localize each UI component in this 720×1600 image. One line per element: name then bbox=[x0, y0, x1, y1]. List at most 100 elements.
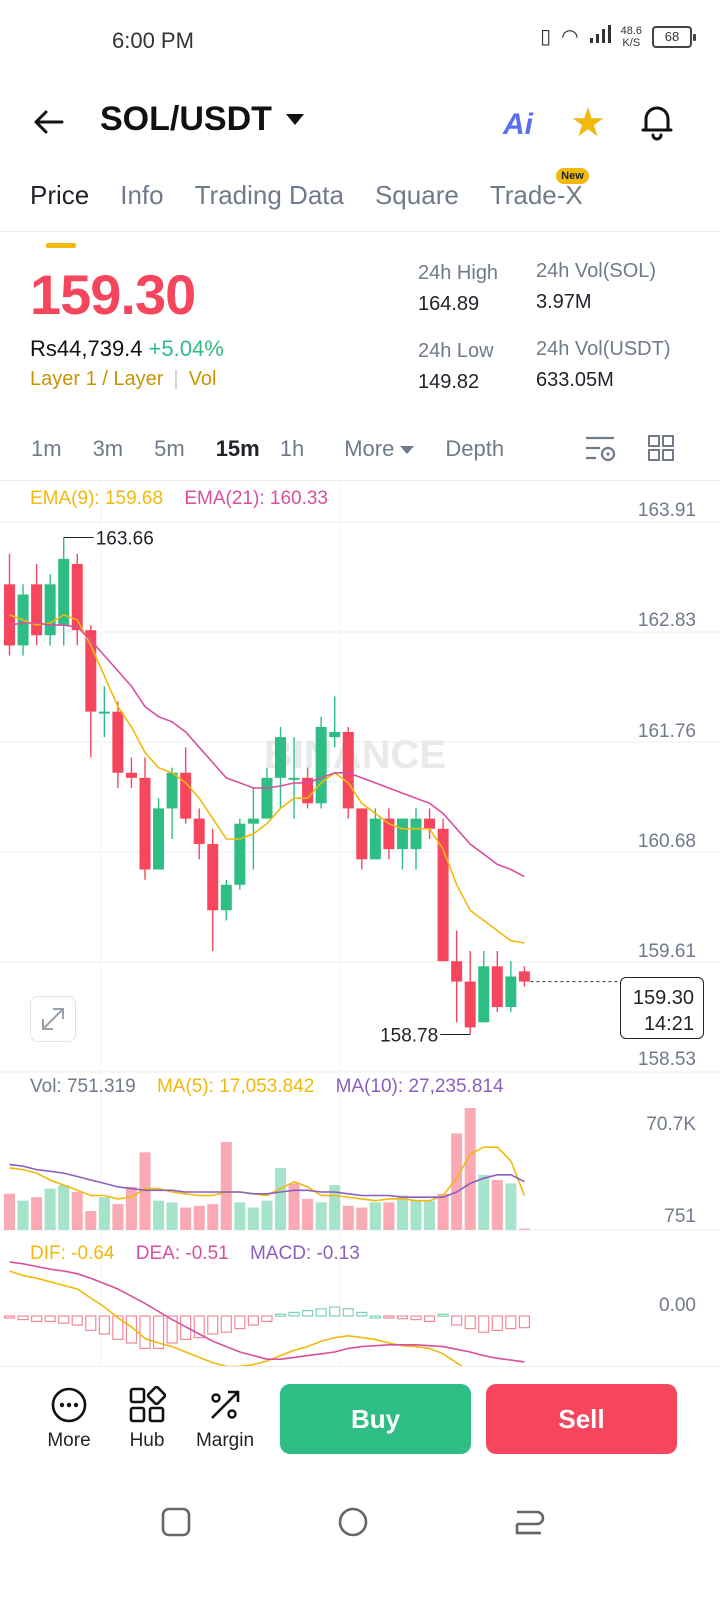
candle-body bbox=[329, 732, 341, 738]
volume-bar bbox=[112, 1204, 124, 1230]
tab-trading-data[interactable]: Trading Data bbox=[194, 180, 344, 210]
tag-line: Layer 1 / Layer | Vol bbox=[30, 368, 217, 390]
interval-1h[interactable]: 1h bbox=[279, 436, 305, 461]
bell-icon[interactable] bbox=[636, 100, 678, 142]
more-action[interactable]: More bbox=[34, 1386, 104, 1452]
candle-body bbox=[207, 844, 219, 911]
macd-histogram-bar bbox=[193, 1315, 205, 1339]
candle-body bbox=[234, 823, 246, 885]
candle-body bbox=[112, 711, 124, 773]
macd-histogram-bar bbox=[274, 1313, 287, 1317]
volume-bar bbox=[31, 1197, 43, 1230]
pair-title: SOL/USDT bbox=[100, 100, 272, 138]
volume-bar bbox=[356, 1207, 368, 1230]
interval-5m[interactable]: 5m bbox=[154, 436, 185, 461]
ma5-label: MA(5): 17,053.842 bbox=[156, 1076, 315, 1097]
macd-legend: DIF: -0.64 DEA: -0.51 MACD: -0.13 bbox=[30, 1243, 360, 1265]
nav-back-icon[interactable] bbox=[511, 1504, 547, 1540]
vol-base-value: 3.97M bbox=[536, 291, 592, 313]
candle-body bbox=[180, 772, 192, 819]
macd-histogram-bar bbox=[356, 1311, 368, 1317]
hub-action[interactable]: Hub bbox=[112, 1385, 182, 1452]
status-time: 6:00 PM bbox=[112, 28, 194, 53]
volume-axis-tick: 751 bbox=[664, 1206, 696, 1227]
high-value: 164.89 bbox=[418, 293, 480, 315]
interval-1m[interactable]: 1m bbox=[31, 436, 62, 461]
interval-more[interactable]: More bbox=[304, 436, 415, 462]
interval-15m[interactable]: 15m bbox=[215, 436, 260, 461]
candle-body bbox=[342, 732, 354, 809]
more-label: More bbox=[47, 1430, 91, 1451]
macd-histogram-bar bbox=[112, 1315, 124, 1340]
macd-histogram-bar bbox=[451, 1315, 463, 1326]
tab-trade-x[interactable]: Trade-X New bbox=[490, 168, 589, 211]
price-change: +5.04% bbox=[148, 336, 224, 361]
macd-histogram-bar bbox=[71, 1315, 83, 1326]
layout-grid-icon[interactable] bbox=[647, 434, 675, 468]
margin-action[interactable]: Margin bbox=[190, 1386, 260, 1452]
macd-histogram-bar bbox=[247, 1315, 259, 1326]
caret-down-icon bbox=[400, 446, 415, 455]
fiat-price-row: Rs44,739.4 +5.04% bbox=[30, 336, 224, 362]
tab-square[interactable]: Square bbox=[374, 180, 459, 210]
favorite-star-icon[interactable]: ★ bbox=[570, 101, 606, 145]
volume-bar bbox=[71, 1192, 83, 1230]
macd-histogram-bar bbox=[505, 1315, 517, 1330]
price-chart[interactable]: BINANCE 163.66 158.78 bbox=[0, 478, 720, 1366]
interval-divider bbox=[0, 480, 720, 481]
macd-histogram-bar bbox=[518, 1315, 531, 1329]
price-axis-tick: 160.68 bbox=[637, 831, 696, 852]
fiat-price: Rs44,739.4 bbox=[30, 336, 143, 361]
fullscreen-expand-icon[interactable] bbox=[30, 996, 76, 1042]
candle-body bbox=[383, 818, 395, 850]
volume-bar bbox=[329, 1185, 341, 1230]
tag-layer[interactable]: Layer 1 / Layer bbox=[30, 368, 164, 390]
depth-tab[interactable]: Depth bbox=[445, 436, 505, 461]
tag-vol[interactable]: Vol bbox=[188, 368, 217, 390]
macd-histogram-bar bbox=[315, 1308, 327, 1317]
indicator-settings-icon[interactable] bbox=[584, 434, 616, 470]
nav-recents-icon[interactable] bbox=[158, 1504, 194, 1540]
volume-bar bbox=[491, 1179, 503, 1230]
candle-body bbox=[71, 563, 83, 631]
dif-line bbox=[9, 1270, 463, 1366]
more-dots-icon bbox=[50, 1386, 88, 1424]
macd-histogram-bar bbox=[152, 1315, 165, 1350]
new-badge: New bbox=[556, 168, 589, 184]
volume-bar bbox=[383, 1202, 395, 1230]
vol-quote-value: 633.05M bbox=[536, 369, 614, 391]
volume-bar bbox=[410, 1200, 422, 1230]
candle-body bbox=[193, 818, 205, 845]
ai-icon[interactable]: Ai bbox=[503, 108, 533, 141]
volume-bar bbox=[58, 1185, 70, 1230]
candle-body bbox=[491, 966, 503, 1008]
nav-home-icon[interactable] bbox=[335, 1504, 371, 1540]
volume-bar bbox=[437, 1193, 449, 1230]
volume-bar bbox=[125, 1186, 137, 1230]
interval-3m[interactable]: 3m bbox=[92, 436, 124, 461]
volume-bar bbox=[275, 1167, 286, 1230]
pair-selector[interactable]: SOL/USDT bbox=[100, 100, 304, 139]
macd-histogram-bar bbox=[437, 1313, 449, 1317]
candle-body bbox=[85, 630, 97, 712]
sell-button[interactable]: Sell bbox=[486, 1384, 677, 1454]
volume-bar bbox=[451, 1133, 463, 1230]
macd-histogram-bar bbox=[302, 1309, 314, 1317]
macd-histogram-bar bbox=[383, 1315, 395, 1319]
candle-body bbox=[288, 777, 300, 780]
candle-body bbox=[410, 818, 422, 850]
candle-body bbox=[315, 726, 327, 804]
low-value: 149.82 bbox=[418, 371, 480, 393]
buy-button[interactable]: Buy bbox=[280, 1384, 471, 1454]
tab-price[interactable]: Price bbox=[30, 180, 90, 248]
volume-bar bbox=[464, 1108, 476, 1230]
candle-body bbox=[31, 584, 43, 636]
candle-body bbox=[44, 584, 56, 636]
status-icons: ▯ ◠ 48.6 K/S 68 bbox=[540, 24, 696, 49]
macd-histogram-bar bbox=[410, 1315, 422, 1321]
back-arrow-icon[interactable] bbox=[30, 104, 66, 140]
volume-bar bbox=[85, 1211, 97, 1230]
vol-base-label: 24h Vol(SOL) bbox=[536, 260, 657, 282]
candle-body bbox=[478, 966, 490, 1023]
tab-info[interactable]: Info bbox=[120, 180, 164, 210]
